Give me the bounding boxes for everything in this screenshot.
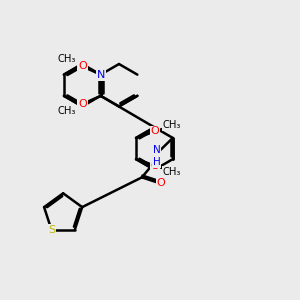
Text: CH₃: CH₃ (58, 54, 76, 64)
Text: N: N (97, 70, 105, 80)
Text: CH₃: CH₃ (163, 120, 181, 130)
Text: CH₃: CH₃ (58, 106, 76, 116)
Text: O: O (78, 99, 87, 109)
Text: O: O (151, 160, 160, 171)
Text: CH₃: CH₃ (163, 167, 181, 177)
Text: O: O (78, 61, 87, 71)
Text: N
H: N H (153, 146, 160, 167)
Text: O: O (157, 178, 165, 188)
Text: S: S (48, 224, 55, 235)
Text: O: O (151, 126, 160, 136)
